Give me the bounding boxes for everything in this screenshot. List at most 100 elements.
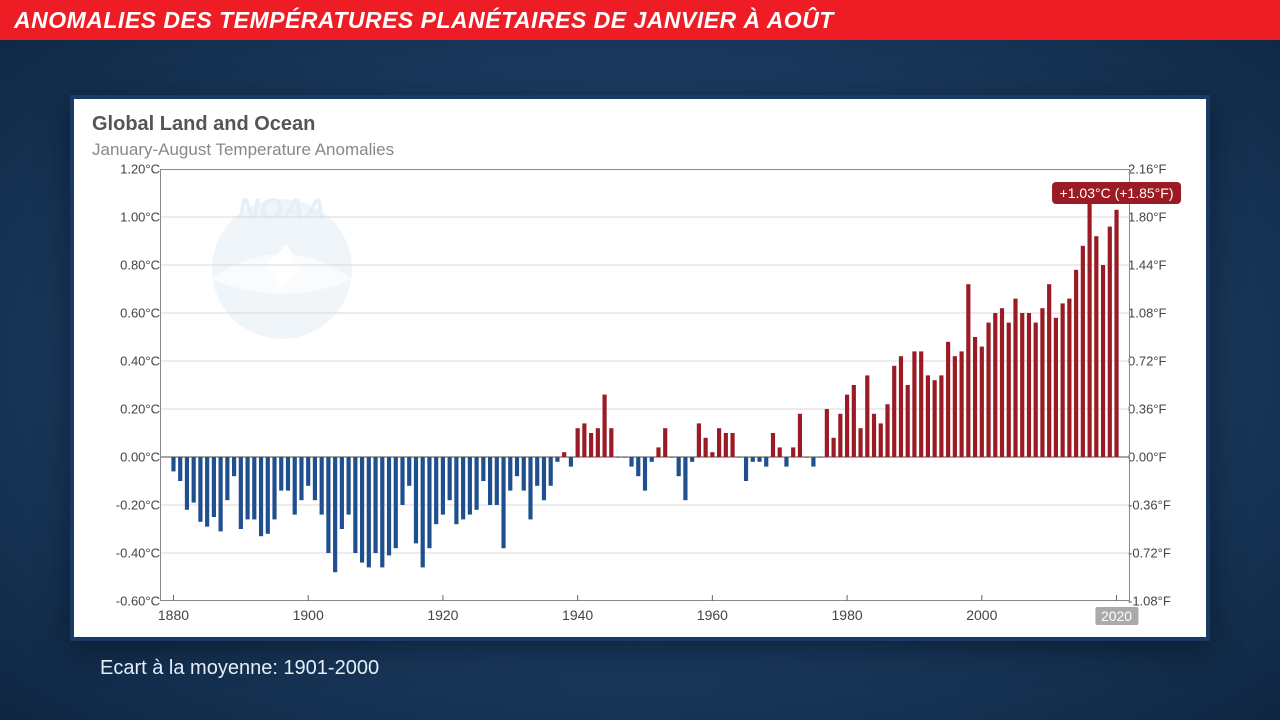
bar	[825, 409, 829, 457]
y-axis-right: -1.08°F-0.72°F-0.36°F0.00°F0.36°F0.72°F1…	[1120, 169, 1198, 601]
bar	[643, 457, 647, 491]
y-left-tick-label: 0.60°C	[90, 305, 160, 320]
bar	[717, 428, 721, 457]
y-left-tick-label: 0.20°C	[90, 402, 160, 417]
bar	[293, 457, 297, 515]
bar	[933, 380, 937, 457]
y-right-tick-label: 1.08°F	[1128, 305, 1198, 320]
bar	[724, 433, 728, 457]
bar	[340, 457, 344, 529]
bar	[522, 457, 526, 491]
y-left-tick-label: 1.00°C	[90, 210, 160, 225]
bar	[475, 457, 479, 510]
bar	[212, 457, 216, 517]
bar	[501, 457, 505, 548]
y-left-tick-label: 0.00°C	[90, 449, 160, 464]
bar	[986, 323, 990, 457]
y-right-tick-label: 0.72°F	[1128, 354, 1198, 369]
y-right-tick-label: 0.36°F	[1128, 402, 1198, 417]
bar	[441, 457, 445, 515]
bar	[1013, 299, 1017, 457]
bar	[818, 457, 822, 458]
bar	[1061, 303, 1065, 457]
bar	[730, 433, 734, 457]
bar	[313, 457, 317, 500]
bar	[710, 452, 714, 457]
bar	[939, 375, 943, 457]
bar	[1101, 265, 1105, 457]
bar	[1074, 270, 1078, 457]
bar	[791, 447, 795, 457]
bar	[993, 313, 997, 457]
bar	[515, 457, 519, 476]
bar	[865, 375, 869, 457]
y-left-tick-label: -0.40°C	[90, 546, 160, 561]
bar	[245, 457, 249, 519]
bar	[320, 457, 324, 515]
bar	[387, 457, 391, 555]
bar	[832, 438, 836, 457]
bar	[764, 457, 768, 467]
bar	[879, 423, 883, 457]
bar	[279, 457, 283, 491]
bar	[751, 457, 755, 462]
bar	[192, 457, 196, 503]
y-right-tick-label: -0.72°F	[1128, 546, 1198, 561]
bar	[347, 457, 351, 515]
bar	[1047, 284, 1051, 457]
bar	[973, 337, 977, 457]
bar	[427, 457, 431, 548]
bar	[380, 457, 384, 567]
bar	[602, 395, 606, 457]
bar	[609, 428, 613, 457]
bar	[744, 457, 748, 481]
bar	[360, 457, 364, 563]
bar	[596, 428, 600, 457]
bar	[488, 457, 492, 505]
bar	[845, 395, 849, 457]
bar	[919, 351, 923, 457]
y-right-tick-label: 0.00°F	[1128, 449, 1198, 464]
bar	[286, 457, 290, 491]
bar	[448, 457, 452, 500]
bar	[1020, 313, 1024, 457]
bar	[394, 457, 398, 548]
bar	[400, 457, 404, 505]
bar	[582, 423, 586, 457]
bar	[454, 457, 458, 524]
bar	[636, 457, 640, 476]
bar	[171, 457, 175, 471]
bar	[299, 457, 303, 500]
bar	[906, 385, 910, 457]
x-tick-label: 1880	[158, 607, 189, 623]
bar	[259, 457, 263, 536]
bar	[528, 457, 532, 519]
bar	[912, 351, 916, 457]
bar	[461, 457, 465, 519]
y-axis-left: -0.60°C-0.40°C-0.20°C0.00°C0.20°C0.40°C0…	[82, 169, 160, 601]
bar	[252, 457, 256, 519]
y-left-tick-label: -0.20°C	[90, 498, 160, 513]
bar	[508, 457, 512, 491]
bar	[623, 457, 627, 458]
bar	[185, 457, 189, 510]
x-axis: 18801900192019401960198020002020	[160, 607, 1130, 631]
bar	[232, 457, 236, 476]
bar	[481, 457, 485, 481]
y-right-tick-label: 1.80°F	[1128, 210, 1198, 225]
bar	[239, 457, 243, 529]
bar	[656, 447, 660, 457]
bar	[535, 457, 539, 486]
bar	[885, 404, 889, 457]
bar	[811, 457, 815, 467]
bar	[367, 457, 371, 567]
bar	[629, 457, 633, 467]
bar	[576, 428, 580, 457]
bar	[805, 457, 809, 458]
bar	[495, 457, 499, 505]
bar	[542, 457, 546, 500]
bar	[960, 351, 964, 457]
bar	[1067, 299, 1071, 457]
bar	[1007, 323, 1011, 457]
bar	[1087, 198, 1091, 457]
